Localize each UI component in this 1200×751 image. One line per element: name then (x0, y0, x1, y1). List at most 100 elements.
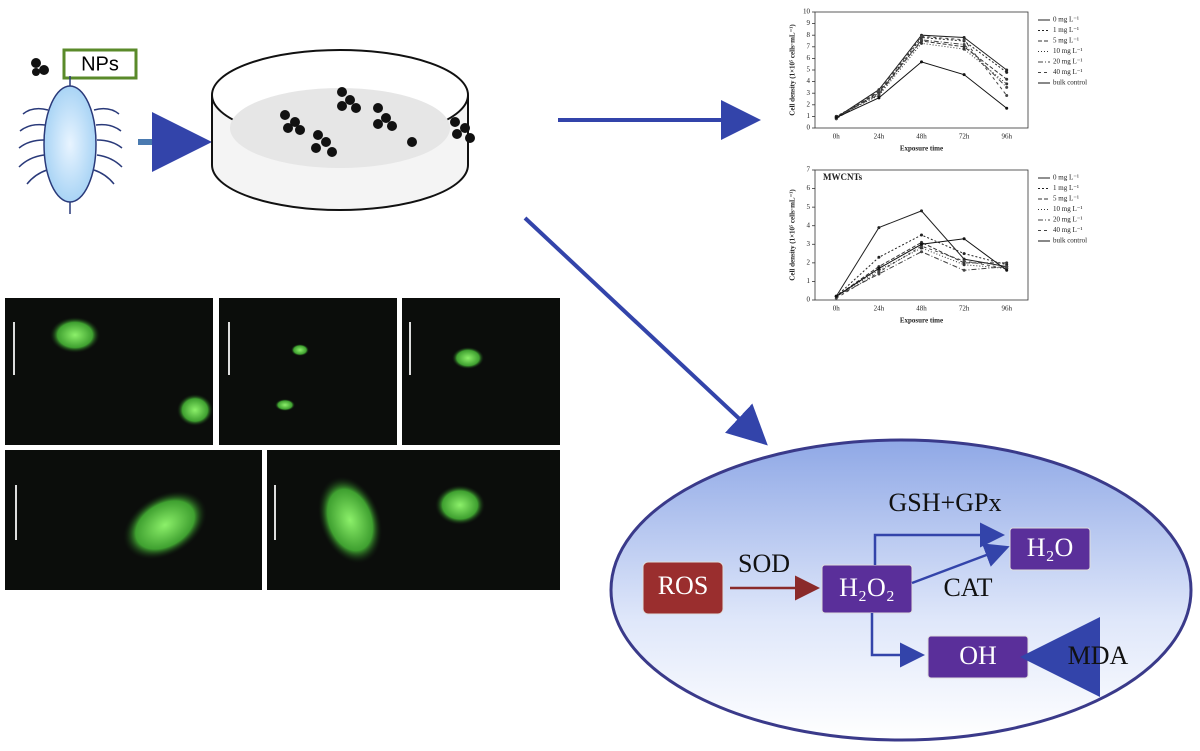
ros-label: ROS (658, 571, 709, 600)
data-point (877, 226, 881, 230)
legend-label: 40 mg L⁻¹ (1053, 226, 1083, 234)
annotation: MWCNTs (823, 172, 863, 182)
y-tick-label: 2 (807, 100, 811, 108)
h2o2-box (821, 564, 913, 614)
data-point (962, 263, 966, 267)
micrographs (5, 298, 560, 590)
ros-box (642, 561, 724, 615)
x-tick-label: 72h (959, 133, 970, 141)
nps-label: NPs (81, 53, 119, 75)
data-point (962, 47, 966, 51)
series-line (836, 245, 1007, 299)
data-point (920, 41, 923, 45)
y-axis-label: Cell density (1×10⁵ cells·mL⁻¹) (789, 24, 797, 116)
data-point (920, 242, 923, 246)
gsh-gpx-label: GSH+GPx (889, 488, 1002, 517)
x-tick-label: 48h (916, 305, 927, 313)
series-line (836, 61, 1008, 119)
h2o-box (1009, 527, 1091, 571)
y-tick-label: 3 (807, 89, 811, 97)
h2o-label: H₂O (1027, 533, 1074, 562)
series-line (836, 241, 1007, 297)
oh-label: OH (959, 641, 997, 670)
data-point (920, 209, 923, 213)
series-line (836, 35, 1008, 120)
sod-label: SOD (738, 549, 790, 578)
cell (18, 76, 123, 214)
data-point (962, 42, 966, 46)
nps-icon (31, 58, 49, 76)
nps-box (62, 48, 138, 80)
cat-label: CAT (943, 573, 992, 602)
series-line (836, 247, 1007, 297)
y-tick-label: 6 (807, 184, 811, 192)
data-point (1005, 82, 1009, 86)
series-line (836, 251, 1007, 297)
y-tick-label: 4 (807, 77, 811, 85)
data-point (962, 237, 966, 241)
data-point (962, 268, 966, 272)
x-tick-label: 96h (1001, 133, 1012, 141)
y-tick-label: 7 (807, 166, 811, 174)
data-point (920, 34, 923, 38)
data-point (877, 270, 881, 274)
mda-label: MDA (1068, 641, 1129, 670)
y-tick-label: 3 (807, 240, 811, 248)
legend-label: 40 mg L⁻¹ (1053, 68, 1083, 76)
y-tick-label: 1 (807, 112, 811, 120)
legend-label: 20 mg L⁻¹ (1053, 216, 1083, 224)
x-axis-label: Exposure time (900, 317, 943, 325)
x-tick-label: 24h (874, 133, 885, 141)
data-point (877, 89, 881, 93)
data-point (1005, 261, 1009, 265)
y-tick-label: 10 (803, 8, 811, 16)
legend-label: 5 mg L⁻¹ (1053, 195, 1079, 203)
petri-dish (211, 49, 475, 211)
x-tick-label: 24h (874, 305, 885, 313)
data-point (920, 233, 923, 237)
data-point (962, 38, 966, 42)
data-point (1005, 268, 1009, 272)
pathway-arrows (730, 522, 1100, 697)
y-tick-label: 6 (807, 54, 811, 62)
data-point (834, 294, 838, 298)
legend-label: 0 mg L⁻¹ (1053, 174, 1079, 182)
h2o2-label: H₂O₂ (839, 573, 895, 602)
legend-label: 10 mg L⁻¹ (1053, 47, 1083, 55)
data-point (962, 252, 966, 256)
legend-label: bulk control (1053, 237, 1087, 245)
data-point (962, 259, 966, 263)
data-point (962, 45, 966, 49)
data-point (877, 96, 881, 100)
x-tick-label: 0h (833, 305, 841, 313)
y-tick-label: 4 (807, 221, 811, 229)
data-point (1005, 68, 1009, 72)
data-point (1005, 94, 1009, 98)
y-tick-label: 8 (807, 31, 811, 39)
x-tick-label: 96h (1001, 305, 1012, 313)
data-point (877, 255, 881, 259)
legend-label: 1 mg L⁻¹ (1053, 184, 1079, 192)
x-tick-label: 0h (833, 133, 841, 141)
legend-label: 10 mg L⁻¹ (1053, 205, 1083, 213)
y-tick-label: 2 (807, 258, 811, 266)
x-tick-label: 72h (959, 305, 970, 313)
data-point (920, 250, 923, 254)
arrow (523, 216, 768, 446)
data-point (834, 116, 838, 120)
y-tick-label: 5 (807, 203, 811, 211)
series-line (836, 36, 1007, 117)
y-tick-label: 5 (807, 66, 811, 74)
legend-label: 20 mg L⁻¹ (1053, 58, 1083, 66)
data-point (962, 73, 966, 77)
data-point (1005, 70, 1009, 74)
legend-label: bulk control (1053, 79, 1087, 87)
y-axis-label: Cell density (1×10⁵ cells·mL⁻¹) (789, 189, 797, 281)
y-tick-label: 0 (807, 296, 811, 304)
y-tick-label: 0 (807, 124, 811, 132)
data-point (920, 60, 923, 64)
x-tick-label: 48h (916, 133, 927, 141)
data-point (877, 92, 881, 96)
data-point (1005, 77, 1009, 81)
